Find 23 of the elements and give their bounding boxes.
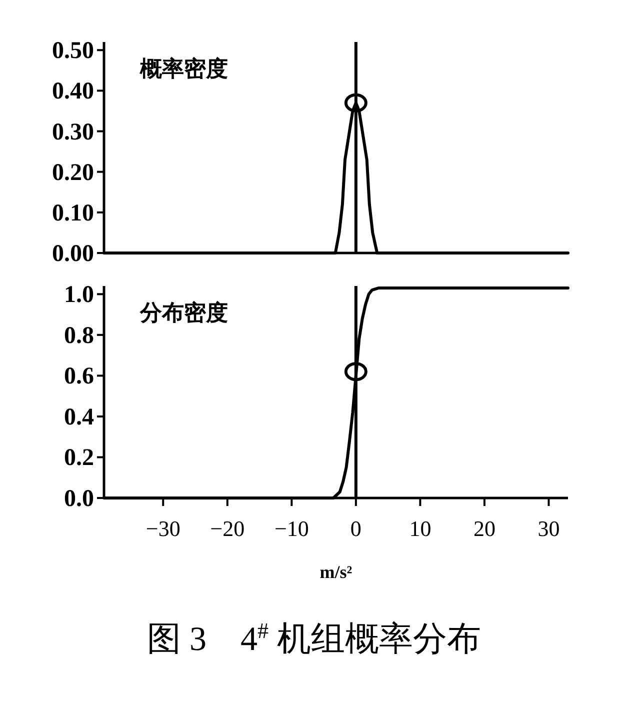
y-tick-label: 0.2 (64, 445, 94, 472)
y-tick-label: 0.8 (64, 322, 94, 349)
caption: 图 3 4$^{#}$ 机组概率分布 (146, 618, 482, 658)
x-tick-label: 30 (538, 516, 560, 541)
text: 概率密度 (139, 56, 228, 81)
y-tick-label: 0.20 (52, 160, 94, 186)
x-tick-label: −10 (274, 516, 309, 541)
text: 分布密度 (139, 300, 228, 325)
y-tick-label: 0.50 (52, 38, 94, 64)
x-tick-label: 10 (409, 516, 432, 541)
x-tick-label: 20 (473, 516, 496, 541)
y-tick-label: 0.4 (64, 404, 94, 430)
y-tick-label: 0.0 (64, 486, 94, 512)
y-tick-label: 0.6 (64, 364, 94, 390)
y-tick-label: 0.40 (52, 78, 94, 105)
x-axis-title: m/s² (320, 562, 352, 582)
x-tick-label: −30 (146, 516, 180, 541)
y-tick-label: 0.30 (52, 119, 94, 146)
x-tick-label: −20 (210, 516, 245, 541)
x-tick-label: 0 (350, 516, 362, 541)
y-tick-label: 0.10 (52, 200, 94, 226)
y-tick-label: 1.0 (64, 282, 94, 308)
y-tick-label: 0.00 (52, 241, 94, 267)
